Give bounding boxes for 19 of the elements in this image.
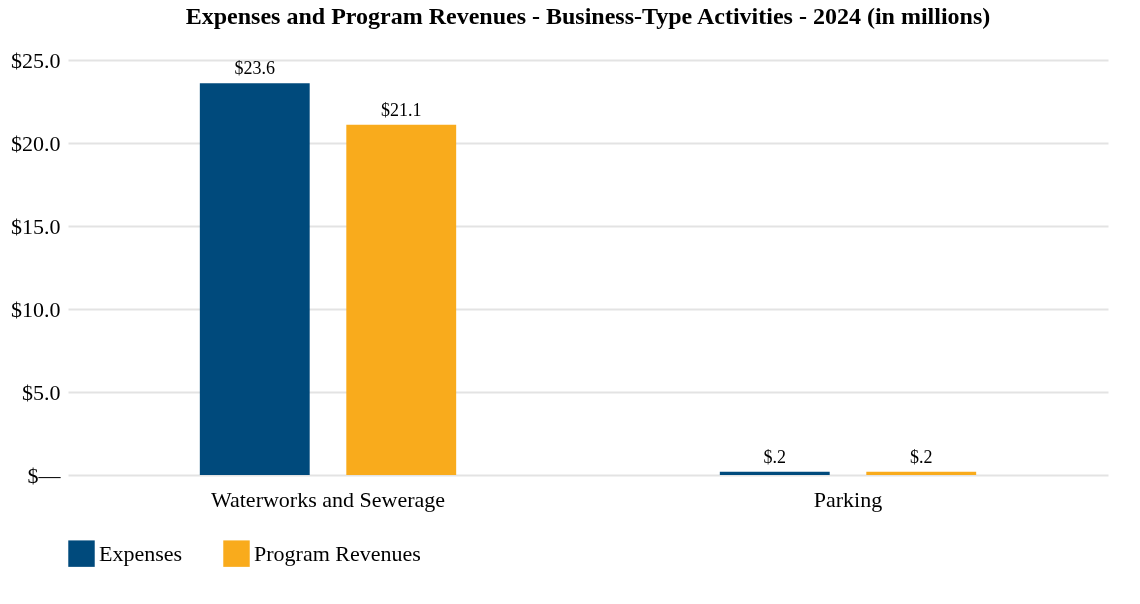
y-tick-label: $— <box>27 462 62 488</box>
bar <box>719 471 830 475</box>
data-label: $.2 <box>763 446 787 467</box>
legend-label: Expenses <box>99 540 183 566</box>
bar <box>866 471 977 475</box>
data-label: $.2 <box>909 446 933 467</box>
chart-title: Expenses and Program Revenues - Business-Type Activities - 2024 (in millions) <box>185 3 991 29</box>
y-tick-label: $20.0 <box>11 130 61 156</box>
bar <box>199 83 310 475</box>
y-tick-label: $15.0 <box>11 213 61 239</box>
bar <box>346 124 457 475</box>
x-tick-label: Parking <box>813 486 883 512</box>
legend-label: Program Revenues <box>254 540 421 566</box>
y-tick-label: $10.0 <box>11 296 61 322</box>
y-tick-label: $5.0 <box>22 379 61 405</box>
y-tick-label: $25.0 <box>11 47 61 73</box>
data-label: $23.6 <box>234 58 276 79</box>
data-label: $21.1 <box>380 99 422 120</box>
x-tick-label: Waterworks and Sewerage <box>210 486 446 512</box>
